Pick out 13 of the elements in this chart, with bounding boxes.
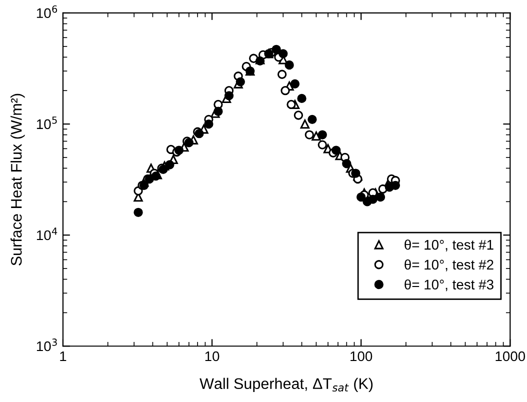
x-axis-title: Wall Superheat, ΔT$_{sat}$ (K)	[200, 378, 373, 392]
y-tick-label: 10$^{5}$	[36, 116, 57, 130]
y-tick-label: 10$^{3}$	[36, 338, 57, 352]
x-tick-label: 1	[60, 351, 66, 362]
legend-label: θ= 10°, test #2	[404, 259, 494, 272]
x-tick-label: 100	[350, 351, 372, 362]
y-axis-title: Surface Heat Flux (W/m²)	[10, 94, 25, 266]
x-tick-label: 1000	[496, 351, 526, 362]
legend-label: θ= 10°, test #1	[404, 240, 494, 252]
legend-label: θ= 10°, test #3	[404, 279, 494, 292]
x-tick-label: 10	[205, 351, 220, 362]
y-tick-label: 10$^{4}$	[36, 228, 58, 240]
y-tick-label: 10$^{6}$	[36, 5, 58, 18]
